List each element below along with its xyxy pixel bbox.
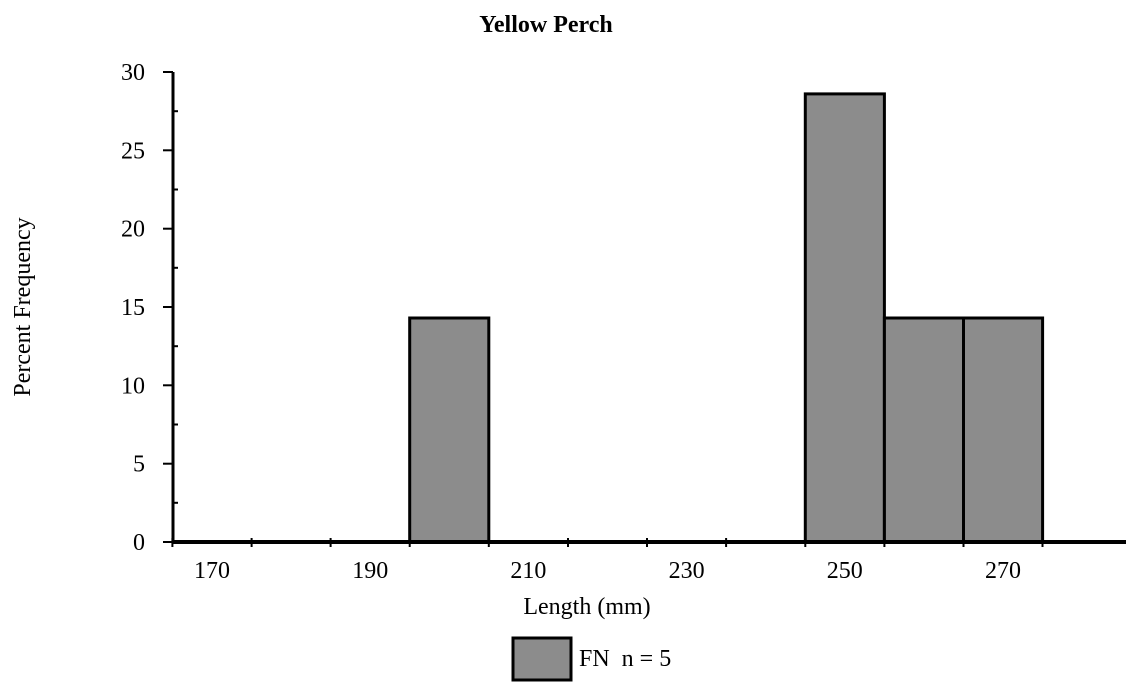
x-tick-label: 190 (352, 558, 388, 584)
x-tick-label: 210 (510, 558, 546, 584)
y-tick-label: 10 (121, 373, 145, 399)
y-tick-label: 30 (121, 60, 145, 86)
bar-260 (882, 316, 966, 544)
bar-200 (408, 316, 491, 544)
y-tick-label: 0 (133, 530, 145, 556)
x-tick-label: 230 (669, 558, 705, 584)
x-ticks-group: 170 190 210 230 250 270 (171, 538, 1044, 584)
y-tick-label: 20 (121, 217, 145, 243)
y-tick-label: 5 (133, 452, 145, 478)
bars-group (408, 92, 1045, 544)
legend-swatch (511, 636, 573, 682)
legend: FN n = 5 (511, 636, 671, 682)
x-tick-label: 170 (194, 558, 230, 584)
y-tick-label: 15 (121, 295, 145, 321)
chart-title: Yellow Perch (479, 12, 613, 38)
y-tick-label: 25 (121, 138, 145, 164)
x-axis-label: Length (mm) (523, 594, 650, 620)
x-tick-label: 250 (827, 558, 863, 584)
y-axis-label: Percent Frequency (10, 217, 36, 396)
legend-label: FN n = 5 (579, 646, 671, 672)
bar-270 (962, 316, 1045, 544)
y-ticks-group: 0 5 10 15 20 25 30 (121, 60, 178, 556)
bar-250 (803, 92, 886, 544)
x-tick-label: 270 (985, 558, 1021, 584)
